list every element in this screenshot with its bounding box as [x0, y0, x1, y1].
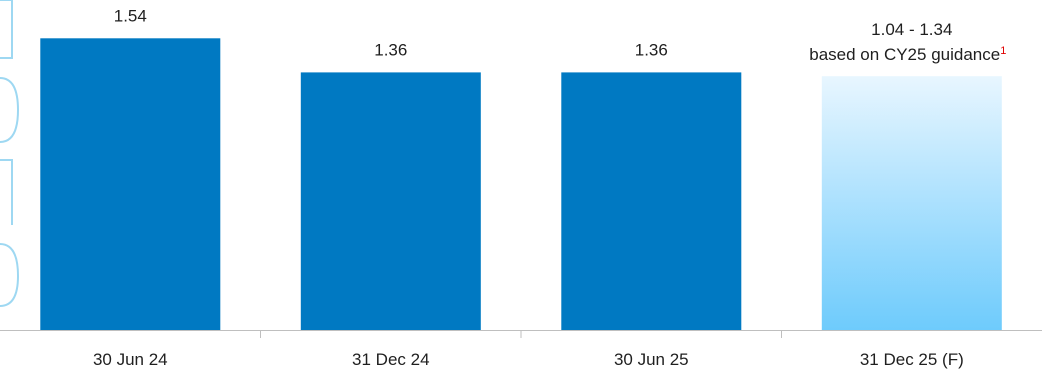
data-label: 1.54 — [114, 6, 147, 25]
bar-forecast — [821, 76, 1002, 330]
data-label: 1.36 — [635, 40, 668, 59]
x-tick-label: 30 Jun 24 — [93, 350, 168, 369]
data-label: 1.04 - 1.34 — [871, 20, 952, 39]
bar — [40, 38, 221, 331]
watermark-decoration — [0, 0, 20, 307]
x-axis — [0, 330, 1042, 338]
bar — [300, 72, 481, 331]
x-tick-label: 30 Jun 25 — [614, 350, 689, 369]
bars-layer — [40, 38, 1002, 331]
annotation-text: based on CY25 guidance — [809, 45, 1000, 64]
data-labels: 1.54 1.36 1.36 1.04 - 1.34 based on CY25 gui… — [114, 6, 1007, 64]
bar — [561, 72, 742, 331]
guidance-annotation: based on CY25 guidance1 — [809, 45, 1006, 64]
x-tick-label: 31 Dec 24 — [352, 350, 430, 369]
x-tick-label: 31 Dec 25 (F) — [860, 350, 964, 369]
x-tick-labels: 30 Jun 24 31 Dec 24 30 Jun 25 31 Dec 25 (F) — [93, 350, 964, 369]
footnote-marker: 1 — [1000, 45, 1006, 57]
data-label: 1.36 — [374, 40, 407, 59]
